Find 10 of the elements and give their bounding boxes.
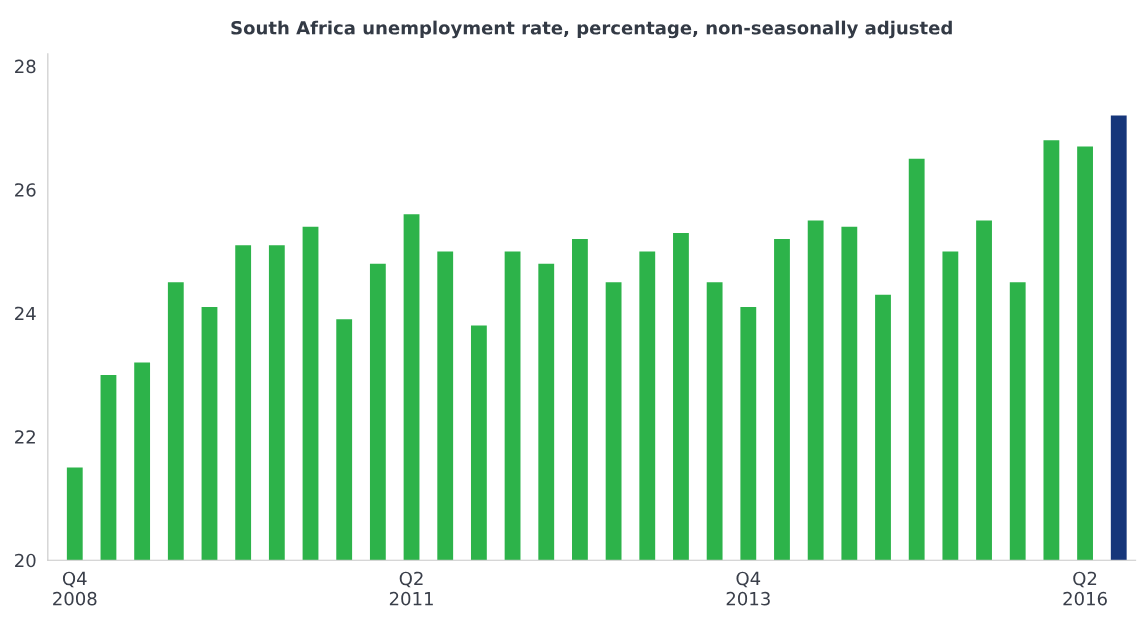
y-tick-label: 26 [15,183,36,197]
x-tick-label: Q2 2016 [1063,571,1107,606]
y-tick-label: 28 [15,59,36,74]
y-tick-label: 22 [15,430,35,444]
y-tick-label: 20 [15,553,36,568]
y-tick-label: 24 [15,306,36,321]
x-tick-label: Q4 2013 [726,571,770,606]
x-tick-label: Q2 2011 [389,571,433,606]
x-tick-label: Q4 2008 [53,571,97,606]
chart-title: South Africa unemployment rate, percentage, non-seasonally adjusted [231,20,952,39]
